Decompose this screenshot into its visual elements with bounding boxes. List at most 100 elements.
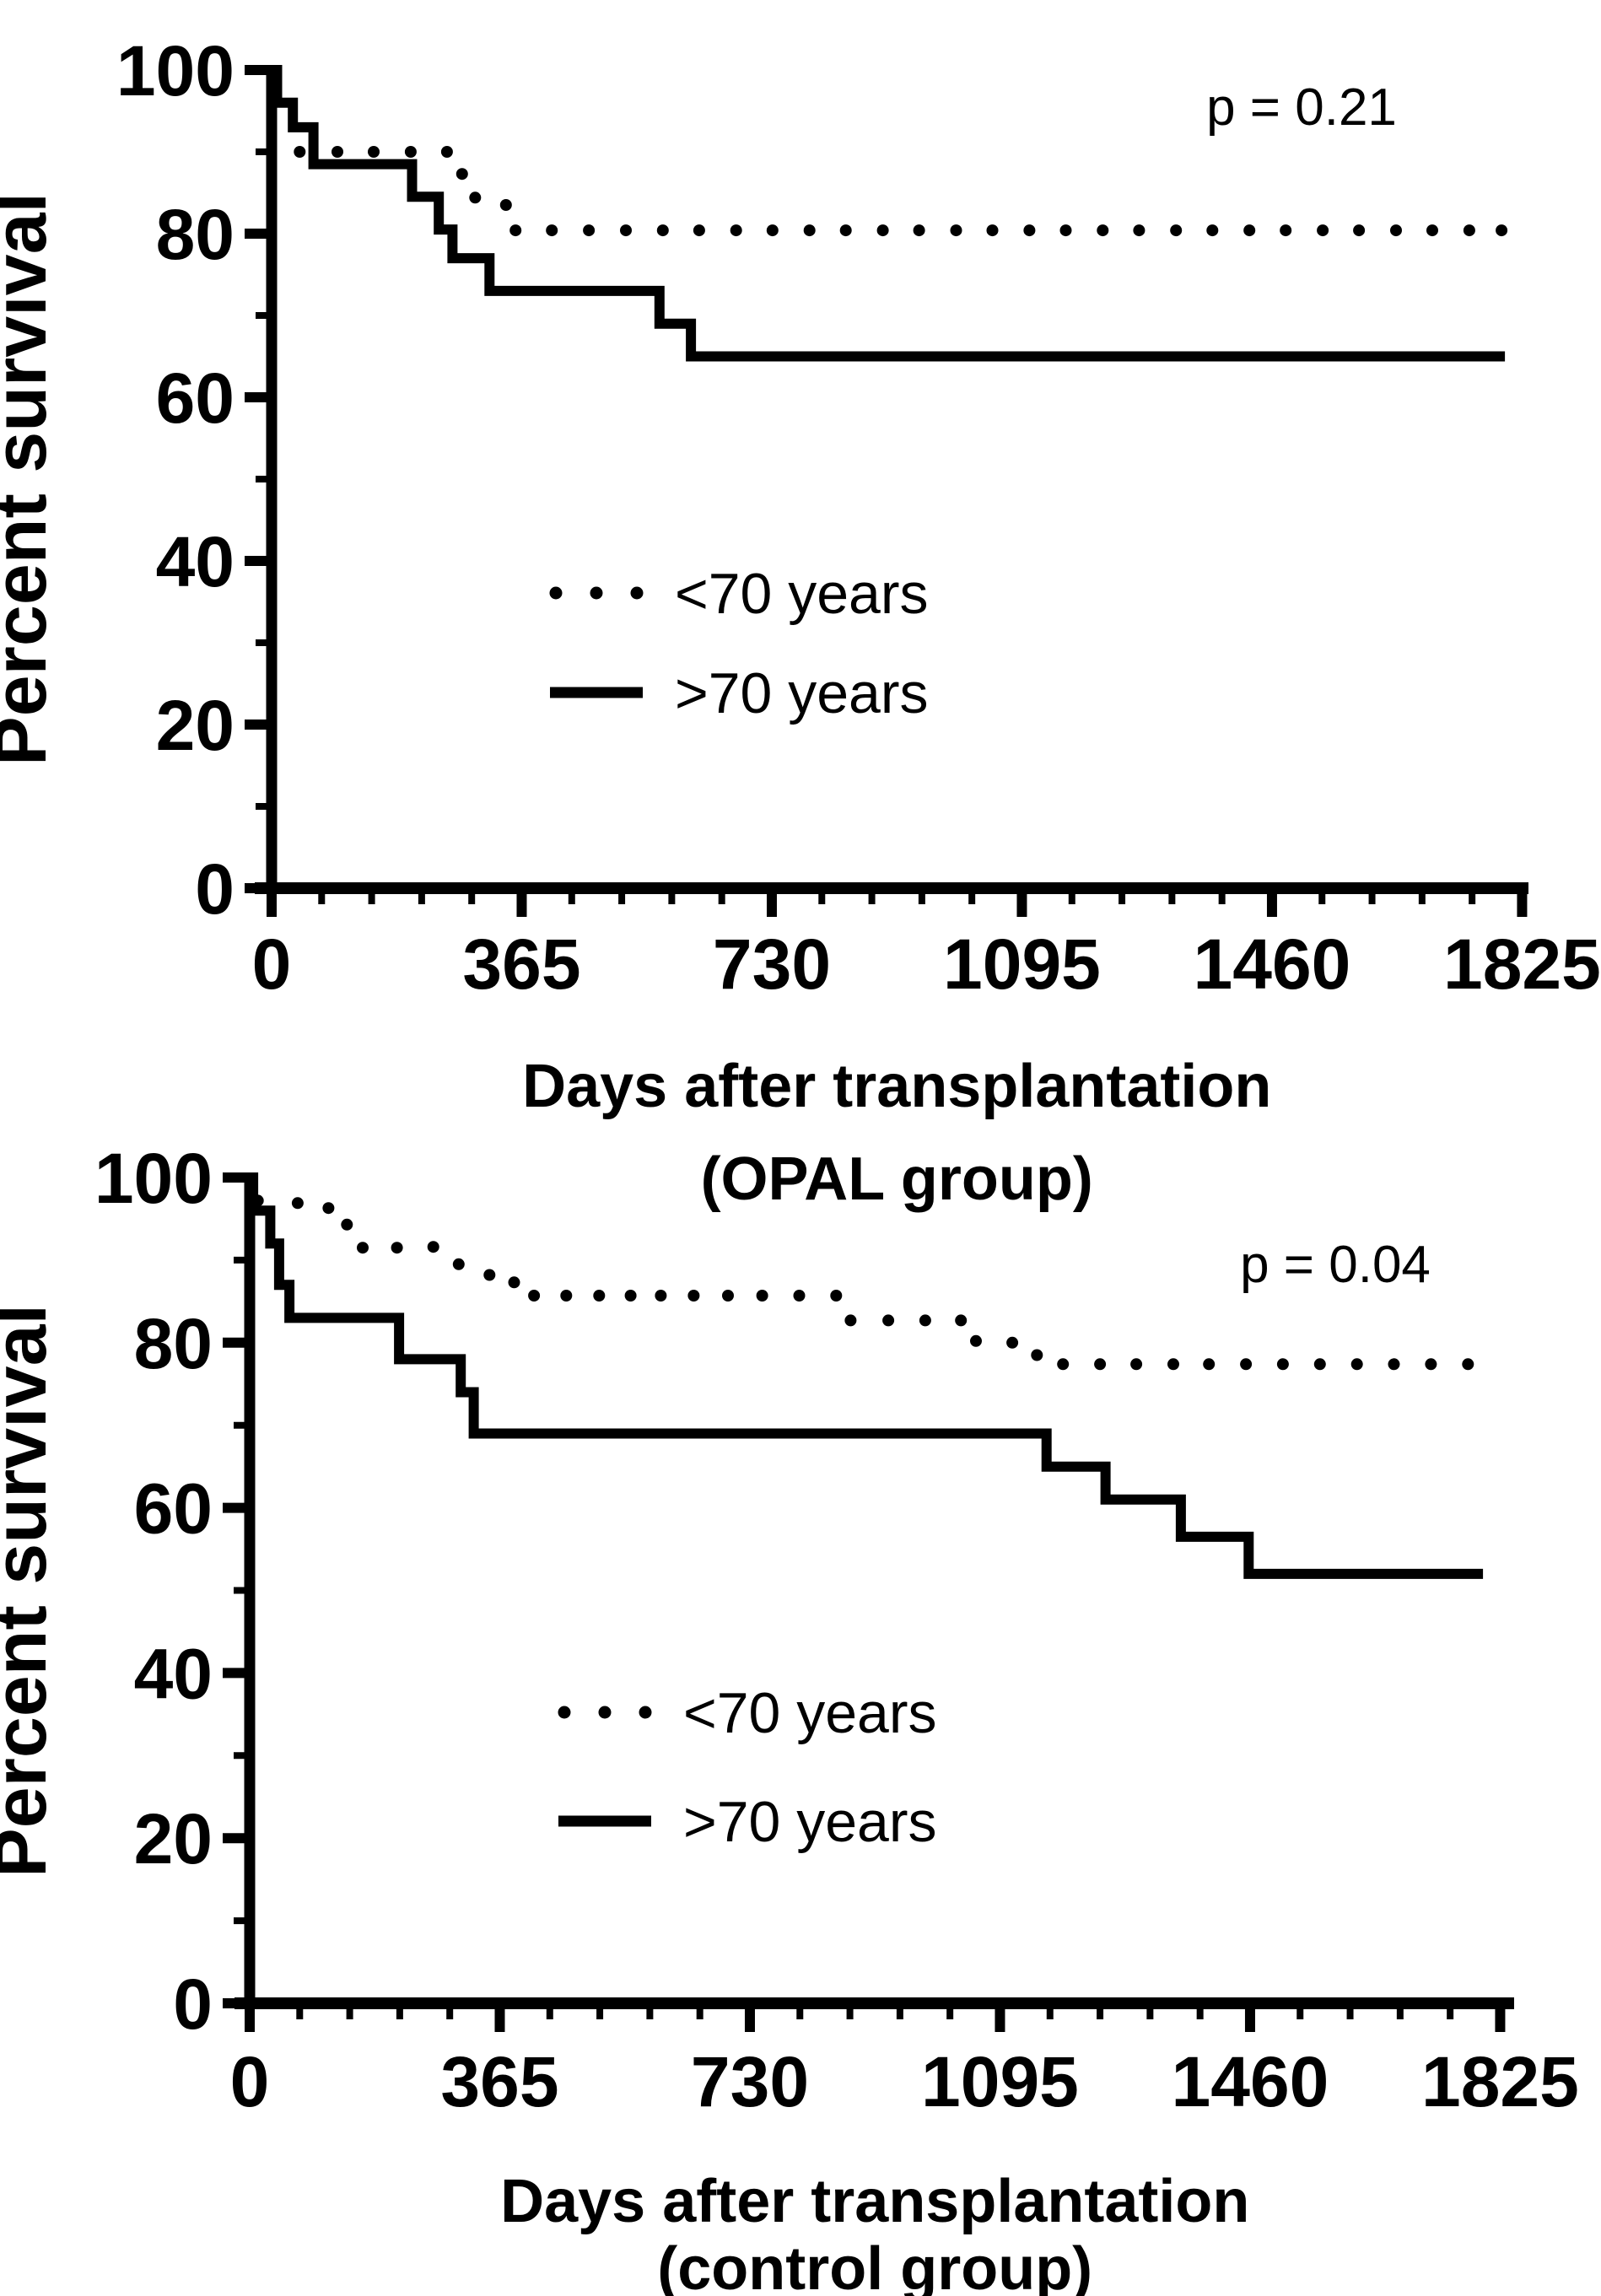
legend-dotted-marker [630,586,644,600]
survival-dot [469,191,482,204]
survival-dot [1313,1358,1326,1371]
x-axis-title: Days after transplantation [522,1053,1271,1120]
survival-dot [1057,1358,1070,1371]
survival-dot [583,224,596,237]
y-tick-label: 60 [134,1469,213,1549]
x-axis-title: Days after transplantation [500,2168,1249,2235]
x-tick-label: 1095 [943,924,1101,1004]
survival-dot [986,224,999,237]
survival-dot [687,1290,700,1302]
chart-opal-group: 0 20 40 60 80 100 0 365 730 1095 1460 1825 p = 0.21… [0,31,1601,1213]
legend [549,586,644,698]
legend-dotted-marker [549,586,563,600]
legend-label-over-70: >70 years [683,1790,937,1854]
legend-label-under-70: <70 years [683,1681,937,1745]
y-tick-label: 40 [134,1634,213,1713]
x-tick-label: 0 [252,924,292,1004]
survival-dot [341,1218,353,1231]
survival-dot [693,224,705,237]
dotted-curve-under-70 [294,146,1508,237]
survival-dot [1206,224,1219,237]
y-tick-label: 0 [195,849,234,929]
y-tick-label: 80 [134,1304,213,1383]
step-curve [248,1172,1484,1579]
survival-dot [427,1241,439,1253]
legend-label-over-70: >70 years [675,661,929,725]
survival-dot [1463,224,1475,237]
axes-layer: 0 20 40 60 80 100 0 365 730 1095 1460 1825 [116,31,1601,1004]
y-tick-label: 80 [156,195,234,274]
dotted-curve-under-70 [251,1194,1474,1371]
survival-dot [1170,224,1183,237]
survival-dot [1388,1358,1400,1371]
survival-dot [1097,224,1109,237]
survival-dot [291,1197,304,1210]
x-tick-label: 1095 [921,2042,1079,2121]
survival-dot [793,1290,806,1302]
survival-dot [1031,1349,1043,1361]
survival-dot [1390,224,1402,237]
survival-dot [913,224,925,237]
survival-dot [499,199,512,211]
survival-dot [593,1290,606,1302]
survival-dot [1317,224,1329,237]
p-value-label: p = 0.21 [1206,78,1397,137]
survival-dot [1426,224,1438,237]
survival-dot [722,1290,734,1302]
survival-dot [332,146,343,158]
survival-dot [404,146,417,158]
survival-dot [950,224,962,237]
survival-dot [970,1334,982,1347]
y-tick-label: 20 [156,686,234,765]
x-tick-label: 1460 [1172,2042,1329,2121]
survival-dot [655,1290,667,1302]
survival-dot [509,224,522,237]
survival-dot [560,1290,573,1302]
x-tick-label: 365 [440,2042,558,2121]
survival-dot [1240,1358,1253,1371]
x-tick-label: 730 [713,924,831,1004]
y-tick-label: 20 [134,1799,213,1878]
survival-dot [357,1242,369,1254]
survival-dot [1167,1358,1179,1371]
survival-dot [452,1258,465,1270]
x-tick-label: 1460 [1194,924,1351,1004]
survival-dot [766,224,779,237]
legend-dotted-marker [590,586,603,600]
survival-dot [294,146,306,158]
solid-curve-over-70 [248,1172,1484,1579]
x-tick-label: 365 [462,924,580,1004]
survival-dot [656,224,669,237]
survival-dot [1133,224,1145,237]
p-value-label: p = 0.04 [1240,1236,1431,1294]
survival-dot [483,1269,496,1281]
survival-dot [546,224,558,237]
survival-dot [1425,1358,1437,1371]
survival-dot [1353,224,1366,237]
x-axis-subtitle: (control group) [657,2235,1092,2296]
y-tick-label: 0 [173,1965,213,2044]
survival-dot [830,1290,843,1302]
survival-dot [1006,1336,1019,1349]
chart-control-group: 0 20 40 60 80 100 0 365 730 1095 1460 1825 p = 0.04… [0,1139,1579,2296]
step-curve [272,65,1506,362]
survival-dot [1094,1358,1107,1371]
x-tick-label: 1825 [1443,924,1601,1004]
x-tick-label: 1825 [1421,2042,1579,2121]
survival-dot [1496,224,1508,237]
survival-dot [1276,1358,1289,1371]
survival-dot [508,1276,520,1289]
x-tick-label: 0 [230,2042,270,2121]
axes-layer: 0 20 40 60 80 100 0 365 730 1095 1460 1825 [94,1139,1579,2121]
y-tick-label: 100 [94,1139,213,1218]
survival-dot [391,1242,403,1254]
survival-dot [620,224,632,237]
survival-dot [803,224,816,237]
survival-dot [322,1202,335,1215]
survival-dot [1462,1358,1474,1371]
survival-dot [456,168,468,181]
survival-dot [1023,224,1036,237]
survival-dot [882,1314,895,1327]
survival-dot [1059,224,1072,237]
